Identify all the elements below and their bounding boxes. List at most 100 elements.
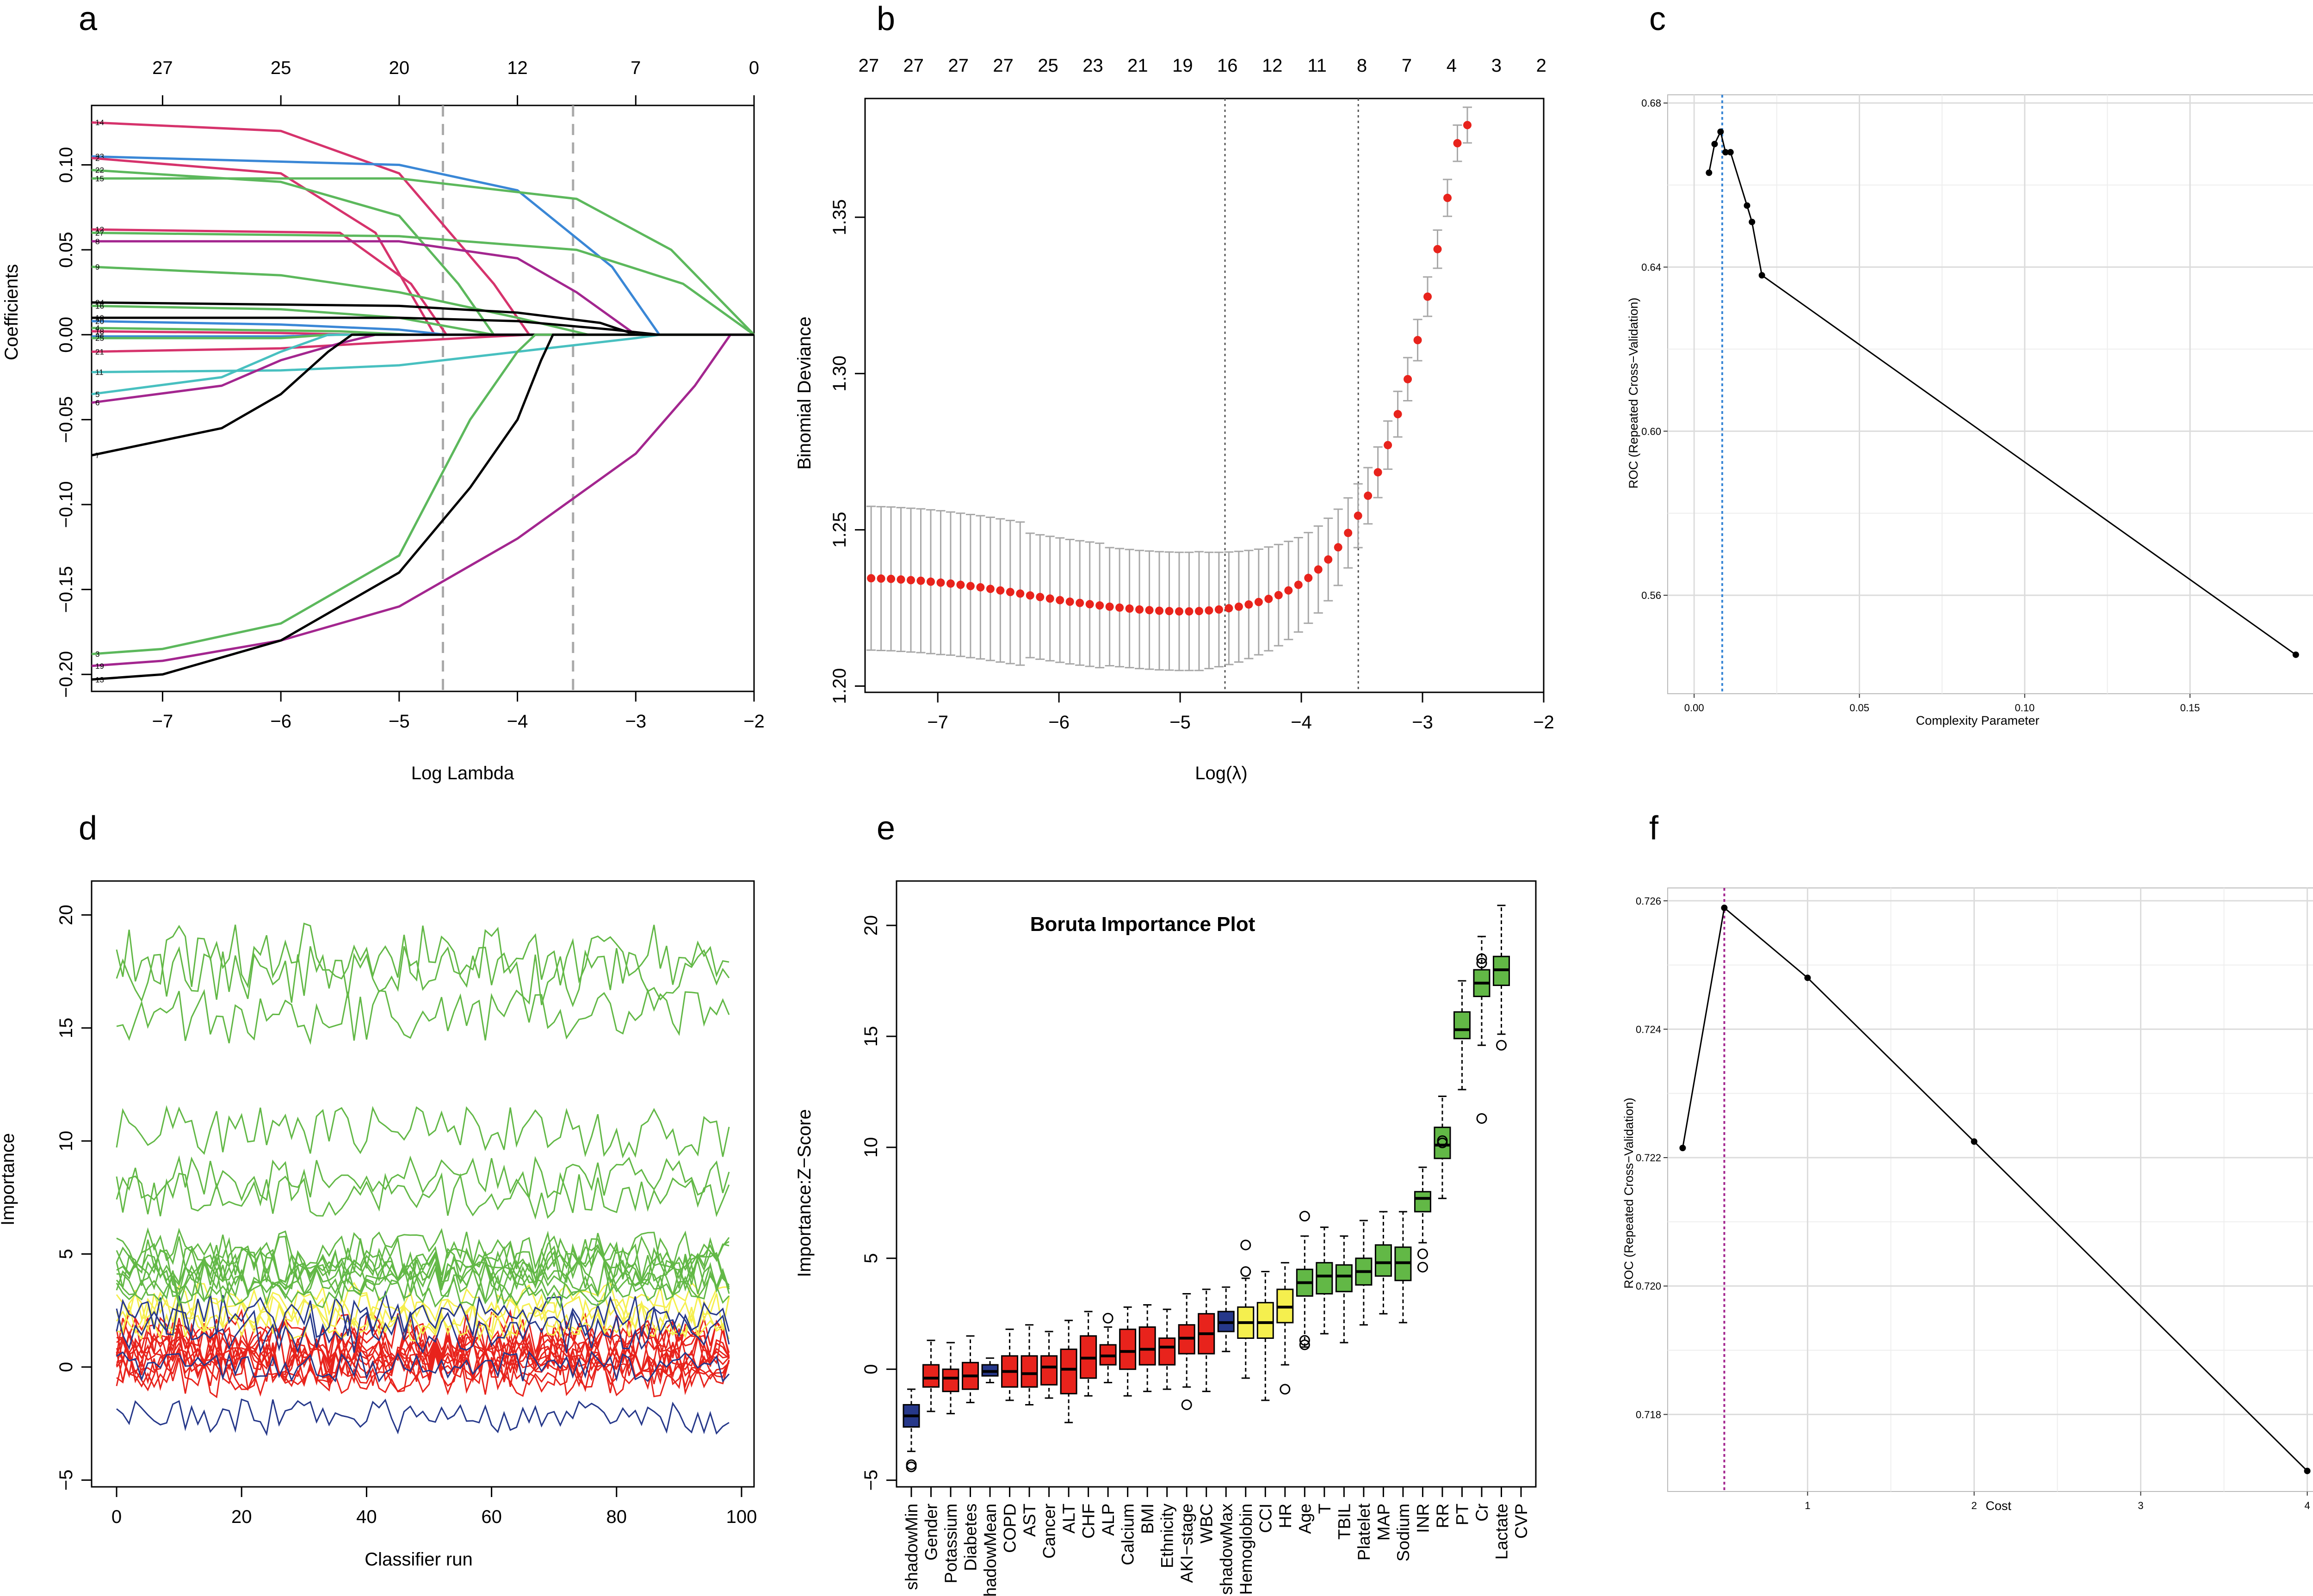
chart-b-deviance-point	[1234, 602, 1243, 611]
chart-a-path-label: 11	[95, 368, 104, 377]
chart-a-path-label: 27	[95, 228, 104, 237]
chart-b-top-tick-label: 12	[1262, 55, 1283, 76]
chart-c-roc-point	[1758, 272, 1765, 279]
chart-b-deviance-point	[1175, 607, 1184, 616]
chart-b-xlabel: Log(λ)	[1195, 763, 1247, 783]
chart-e-category-label: Diabetes	[961, 1504, 980, 1571]
chart-e-outlier	[1437, 1135, 1448, 1146]
panel-label-b: b	[877, 0, 895, 37]
chart-b-deviance-point	[867, 574, 876, 583]
chart-a-top-tick-label: 27	[152, 58, 173, 78]
chart-b-top-tick-label: 23	[1082, 55, 1103, 76]
chart-b-deviance-point	[1205, 606, 1213, 615]
chart-b-xtick-label: −3	[1412, 712, 1433, 733]
chart-e-category-label: AKI−stage	[1177, 1504, 1196, 1583]
chart-b-top-tick-label: 27	[859, 55, 879, 76]
chart-a-path-label: 19	[95, 662, 104, 671]
chart-d-run-series-shadow	[116, 1307, 730, 1354]
chart-a-path-label: 14	[95, 118, 104, 127]
chart-b-deviance-point	[1225, 604, 1233, 613]
chart-e-ytick-label: 10	[861, 1137, 881, 1158]
chart-b-xtick-label: −2	[1533, 712, 1554, 733]
chart-b-deviance-point	[1264, 594, 1273, 603]
chart-f-ytick-label: 0.726	[1636, 895, 1661, 907]
chart-e-category-label: T	[1315, 1504, 1334, 1514]
chart-b-deviance-point	[1036, 592, 1045, 601]
chart-e-category-label: Cr	[1472, 1504, 1491, 1522]
chart-c-roc-point	[2292, 651, 2299, 658]
chart-d-ytick-label: 15	[56, 1017, 76, 1038]
chart-b-deviance-point	[1393, 410, 1402, 419]
chart-e-category-label: BMI	[1138, 1504, 1157, 1534]
chart-e-category-label: shadowMean	[981, 1504, 1000, 1596]
chart-f-roc-point	[1679, 1145, 1686, 1152]
chart-b-deviance-point	[1373, 468, 1382, 477]
chart-e-outlier	[1417, 1262, 1428, 1273]
chart-e-category-label: INR	[1413, 1504, 1432, 1533]
chart-b-deviance-point	[1095, 601, 1104, 610]
chart-e-plot-frame	[896, 880, 1537, 1488]
chart-d-ytick-label: 10	[56, 1131, 76, 1152]
chart-a-ytick-label: −0.20	[56, 651, 76, 698]
chart-d-run-series-rejected	[116, 1341, 730, 1387]
chart-b-ytick-label: 1.35	[829, 199, 850, 235]
chart-a-top-tick-label: 7	[631, 58, 641, 78]
chart-e-outlier	[1102, 1313, 1113, 1324]
chart-b-deviance-point	[1076, 598, 1084, 607]
chart-b-top-tick-label: 19	[1172, 55, 1193, 76]
chart-b-deviance-point	[1214, 605, 1223, 614]
chart-e-title: Boruta Importance Plot	[1030, 913, 1255, 936]
panel-label-e: e	[877, 810, 895, 847]
chart-e-category-label: shadowMin	[902, 1504, 921, 1590]
chart-a-top-tick-label: 12	[507, 58, 528, 78]
chart-e-category-label: CCI	[1256, 1504, 1275, 1533]
chart-b-deviance-point	[907, 576, 915, 585]
chart-b-top-tick-label: 27	[948, 55, 969, 76]
chart-b-deviance-point	[1065, 598, 1074, 606]
chart-f-roc-point	[1804, 974, 1811, 981]
chart-b-xtick-label: −7	[927, 712, 948, 733]
chart-a-xtick-label: −3	[625, 711, 646, 732]
chart-a-path-label: 2	[95, 154, 99, 163]
chart-e-box	[1060, 1348, 1077, 1394]
chart-e-ytick-label: −5	[861, 1470, 881, 1491]
chart-f-roc-point	[2304, 1467, 2311, 1474]
chart-d-ytick-label: 0	[56, 1362, 76, 1372]
chart-e-ytick-label: 5	[861, 1253, 881, 1263]
chart-e-box	[1414, 1191, 1431, 1213]
chart-f-ytick-label: 0.720	[1636, 1281, 1661, 1292]
chart-e-outlier	[1299, 1211, 1310, 1222]
chart-b-deviance-point	[1443, 193, 1452, 202]
chart-b-deviance-point	[1115, 603, 1124, 612]
chart-e-outlier	[1417, 1248, 1428, 1259]
chart-d-xtick-label: 40	[356, 1507, 377, 1527]
chart-e-category-label: ALP	[1099, 1504, 1118, 1536]
chart-b-top-tick-label: 21	[1127, 55, 1148, 76]
chart-c-roc-point	[1722, 149, 1729, 156]
chart-b-deviance-point	[976, 583, 985, 592]
chart-a-xtick-label: −7	[152, 711, 173, 732]
chart-a-ytick-label: −0.10	[56, 481, 76, 528]
chart-f-ytick-label: 0.722	[1636, 1152, 1661, 1164]
chart-b-deviance-point	[996, 586, 1005, 595]
chart-b-deviance-point	[1016, 589, 1025, 598]
chart-b-deviance-point	[1433, 245, 1442, 253]
chart-b-deviance-point	[1085, 600, 1094, 609]
chart-b-ytick-label: 1.30	[829, 356, 850, 392]
chart-b-deviance-point	[1324, 555, 1333, 564]
chart-e-box	[1374, 1244, 1392, 1277]
chart-e-category-label: PT	[1453, 1504, 1472, 1525]
chart-e-outlier	[1476, 953, 1487, 964]
chart-a-coef-path	[91, 333, 754, 655]
chart-c-ytick-label: 0.60	[1641, 425, 1661, 437]
chart-f-panel-background	[1667, 887, 2313, 1492]
chart-f-roc-point	[1721, 905, 1728, 912]
chart-b-deviance-point	[986, 585, 995, 593]
chart-e-category-label: ALT	[1059, 1504, 1078, 1534]
chart-a-ytick-label: −0.05	[56, 396, 76, 443]
chart-b-top-tick-label: 3	[1491, 55, 1502, 76]
chart-d-xlabel: Classifier run	[365, 1549, 472, 1570]
chart-a-path-label: 5	[95, 390, 99, 399]
chart-e-outlier	[1240, 1266, 1251, 1277]
